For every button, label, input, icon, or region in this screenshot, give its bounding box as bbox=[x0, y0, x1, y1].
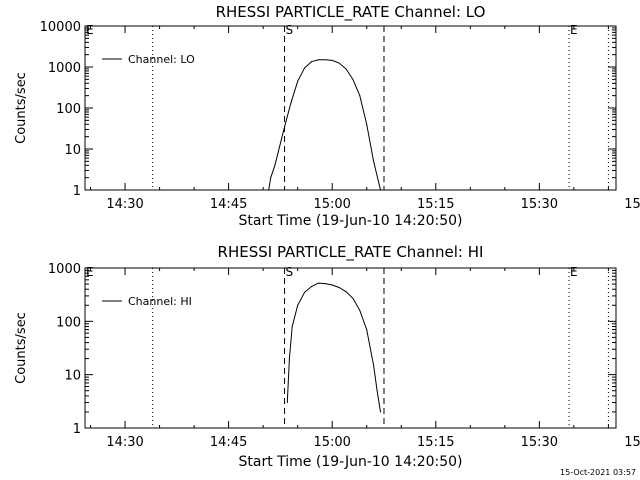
chart-hi-data-point bbox=[304, 291, 306, 293]
chart-hi-data-point bbox=[352, 297, 354, 299]
chart-hi-data-point bbox=[291, 326, 293, 328]
chart-lo-data-point bbox=[310, 61, 312, 63]
chart-hi-y-tick-label: 1000 bbox=[48, 262, 81, 277]
chart-lo-data-point bbox=[283, 128, 285, 130]
chart-lo-marker-e: E bbox=[86, 23, 94, 37]
chart-lo-data-point bbox=[278, 148, 280, 150]
chart-hi-y-tick-label: 100 bbox=[56, 315, 81, 330]
chart-hi-x-tick-label: 15:30 bbox=[521, 435, 558, 450]
chart-lo-data-point bbox=[304, 67, 306, 69]
chart-hi-data-point bbox=[324, 283, 326, 285]
chart-hi-x-tick-label: 15:45 bbox=[624, 435, 640, 450]
chart-hi-y-tick-label: 10 bbox=[64, 369, 81, 384]
chart-hi-data-point bbox=[286, 402, 288, 404]
chart-lo-title: RHESSI PARTICLE_RATE Channel: LO bbox=[216, 3, 486, 22]
chart-lo-y-tick-label: 10 bbox=[64, 143, 81, 158]
chart-lo-marker-e: E bbox=[570, 23, 578, 37]
chart-lo-data-point bbox=[290, 102, 292, 104]
chart-lo-y-tick-label: 100 bbox=[56, 102, 81, 117]
chart-lo-data-point bbox=[352, 78, 354, 80]
chart-hi-x-tick-label: 15:15 bbox=[417, 435, 454, 450]
chart-hi-data-point bbox=[331, 284, 333, 286]
chart-hi-data-point bbox=[310, 285, 312, 287]
chart-hi-marker-s: S bbox=[286, 265, 294, 279]
chart-hi-x-tick-label: 15:00 bbox=[313, 435, 350, 450]
chart-hi-y-axis-title: Counts/sec bbox=[14, 312, 29, 384]
chart-hi-data-point bbox=[373, 364, 375, 366]
chart-hi-data-point bbox=[288, 358, 290, 360]
chart-lo-data-point bbox=[366, 123, 368, 125]
chart-lo-x-tick-label: 15:30 bbox=[521, 197, 558, 212]
chart-lo-data-point bbox=[268, 189, 270, 191]
chart-lo-data-point bbox=[324, 59, 326, 61]
chart-lo-x-tick-label: 14:45 bbox=[210, 197, 247, 212]
chart-lo-data-point bbox=[338, 62, 340, 64]
chart-lo-x-tick-label: 15:15 bbox=[417, 197, 454, 212]
chart-hi-marker-e: E bbox=[570, 265, 578, 279]
chart-lo-y-tick-label: 1000 bbox=[48, 61, 81, 76]
chart-hi-data-point bbox=[297, 304, 299, 306]
chart-lo-marker-s: S bbox=[286, 23, 294, 37]
chart-lo-data-point bbox=[270, 177, 272, 179]
chart-hi-legend-label: Channel: HI bbox=[128, 295, 192, 308]
chart-hi-data-point bbox=[380, 411, 382, 413]
chart-lo-data-point bbox=[331, 59, 333, 61]
chart-lo-y-axis-title: Counts/sec bbox=[14, 72, 29, 144]
chart-lo-legend-label: Channel: LO bbox=[128, 53, 195, 66]
chart-lo-data-point bbox=[373, 160, 375, 162]
chart-panel-lo: RHESSI PARTICLE_RATE Channel: LO 14:30 14:… bbox=[14, 3, 640, 229]
chart-lo-data-point bbox=[380, 189, 382, 191]
chart-lo-y-tick-label: 1 bbox=[73, 184, 81, 199]
chart-lo-x-tick-label: 15:45 bbox=[624, 197, 640, 212]
chart-hi-data-point bbox=[317, 282, 319, 284]
plot-timestamp: 15-Oct-2021 03:57 bbox=[560, 468, 636, 477]
chart-hi-data-point bbox=[376, 390, 378, 392]
chart-lo-x-tick-label: 15:00 bbox=[313, 197, 350, 212]
chart-hi-data-point bbox=[338, 287, 340, 289]
chart-lo-x-axis-title: Start Time (19-Jun-10 14:20:50) bbox=[239, 213, 463, 229]
chart-lo-data-point bbox=[317, 59, 319, 61]
chart-lo-y-tick-label: 10000 bbox=[40, 20, 81, 35]
chart-hi-x-tick-label: 14:45 bbox=[210, 435, 247, 450]
chart-hi-x-axis-title: Start Time (19-Jun-10 14:20:50) bbox=[239, 454, 463, 470]
chart-panel-hi: RHESSI PARTICLE_RATE Channel: HI 14:30 14:… bbox=[14, 243, 640, 470]
chart-lo-data-point bbox=[297, 80, 299, 82]
chart-lo-x-tick-label: 14:30 bbox=[106, 197, 143, 212]
chart-hi-marker-e: E bbox=[86, 265, 94, 279]
chart-hi-y-tick-label: 1 bbox=[73, 422, 81, 437]
chart-hi-data-point bbox=[359, 309, 361, 311]
chart-hi-data-point bbox=[366, 329, 368, 331]
chart-lo-data-point bbox=[359, 95, 361, 97]
chart-lo-data-point bbox=[345, 68, 347, 70]
chart-hi-title: RHESSI PARTICLE_RATE Channel: HI bbox=[218, 243, 484, 262]
chart-hi-data-point bbox=[345, 291, 347, 293]
chart-hi-x-tick-label: 14:30 bbox=[106, 435, 143, 450]
chart-lo-data-point bbox=[274, 164, 276, 166]
chart-hi-axes-box bbox=[84, 267, 617, 429]
